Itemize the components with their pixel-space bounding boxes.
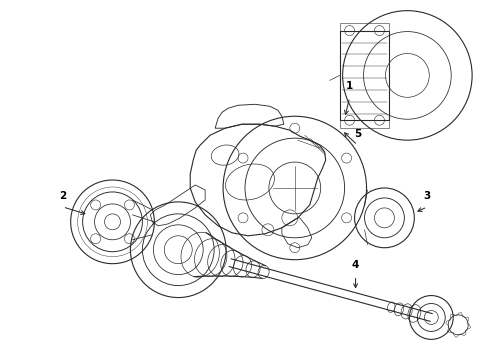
Text: 3: 3 bbox=[424, 191, 431, 201]
Text: 2: 2 bbox=[59, 191, 66, 201]
Text: 5: 5 bbox=[354, 129, 361, 139]
Text: 1: 1 bbox=[346, 81, 353, 91]
Text: 4: 4 bbox=[352, 260, 359, 270]
